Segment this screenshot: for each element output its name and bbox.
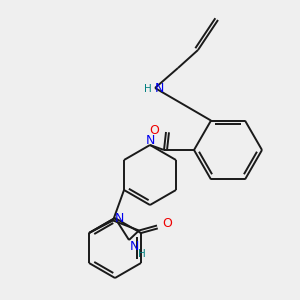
Text: N: N [145,134,155,146]
Text: N: N [129,239,139,253]
Text: O: O [162,217,172,230]
Text: H: H [144,84,152,94]
Text: N: N [114,212,124,225]
Text: O: O [149,124,159,136]
Text: N: N [154,82,164,95]
Text: H: H [138,249,146,259]
